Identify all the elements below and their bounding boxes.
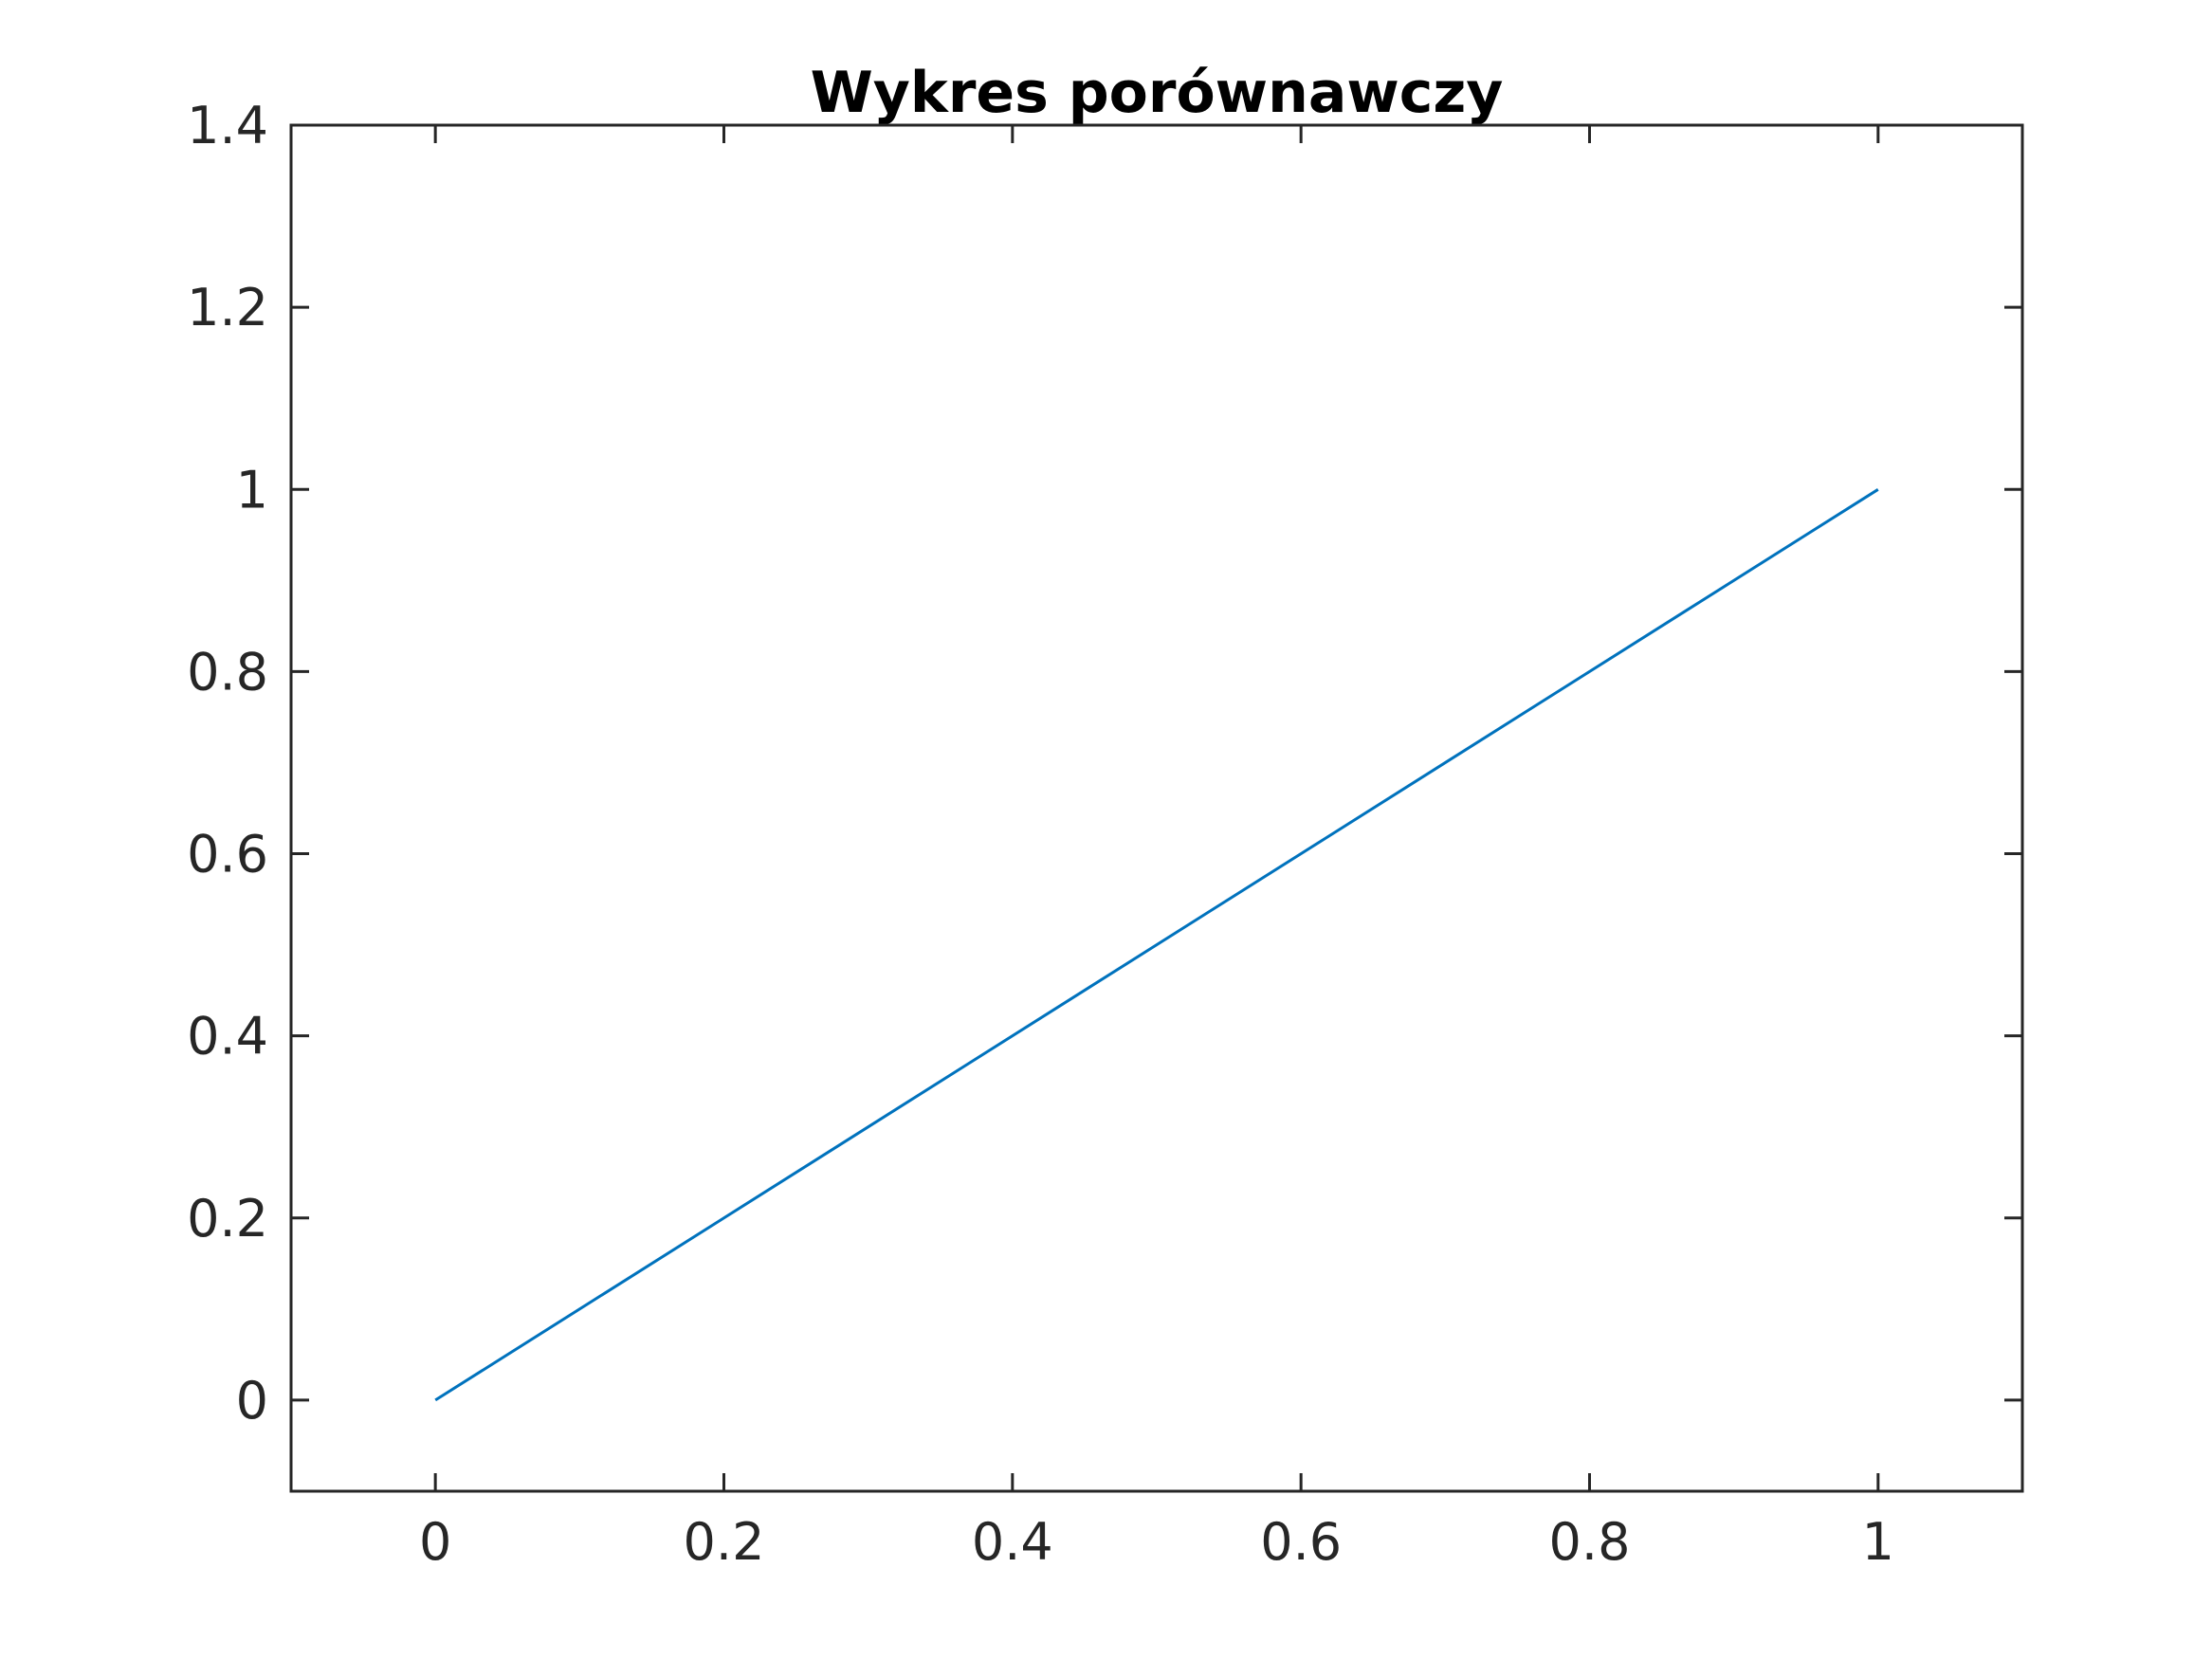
x-tick-label: 0.6: [1260, 1512, 1342, 1572]
y-tick-label: 1.2: [187, 278, 268, 337]
x-tick-label: 0.8: [1549, 1512, 1631, 1572]
y-tick-label: 1: [236, 460, 268, 520]
plot-area-background: [291, 125, 2022, 1491]
y-tick-label: 0.8: [187, 642, 268, 702]
chart-title: Wykres porównawczy: [811, 60, 1504, 126]
series-line: [434, 488, 1879, 1402]
y-tick-label: 0.2: [187, 1189, 268, 1249]
y-tick-labels: 0 0.2 0.4 0.6 0.8 1 1.2 1.4: [187, 96, 268, 1431]
axes-box: [289, 123, 2024, 1493]
x-tick-label: 0: [419, 1512, 451, 1572]
y-tick-label: 1.4: [187, 96, 268, 155]
x-tick-label: 0.4: [972, 1512, 1053, 1572]
x-tick-label: 0.2: [684, 1512, 765, 1572]
tick-mark-layer: [291, 123, 2022, 1491]
x-tick-labels: 0 0.2 0.4 0.6 0.8 1: [419, 1512, 1894, 1572]
series-layer: [434, 488, 1879, 1402]
x-tick-label: 1: [1862, 1512, 1894, 1572]
y-tick-label: 0: [236, 1371, 268, 1431]
y-tick-label: 0.6: [187, 825, 268, 884]
y-tick-label: 0.4: [187, 1007, 268, 1066]
